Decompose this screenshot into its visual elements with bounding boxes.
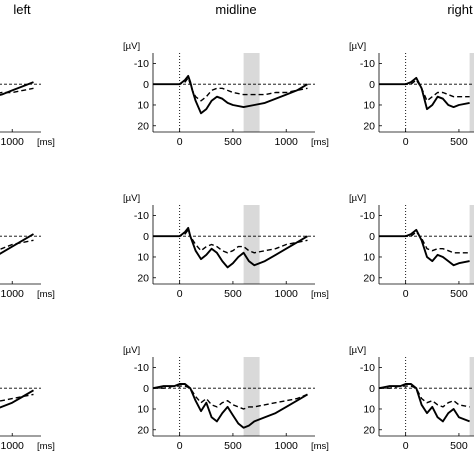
x-tick-label: 0 <box>403 288 409 300</box>
erp-trace-dashed <box>0 87 34 94</box>
y-tick-label: 10 <box>137 404 149 416</box>
y-tick-label: 10 <box>363 404 375 416</box>
x-tick-label: 500 <box>450 136 468 148</box>
x-tick-label: 1000 <box>1 136 25 148</box>
x-tick-label: 0 <box>177 288 183 300</box>
erp-trace-dashed <box>379 231 470 254</box>
y-tick-label: 20 <box>363 272 375 284</box>
x-tick-label: 1000 <box>275 136 299 148</box>
column-title-midline: midline <box>215 2 256 17</box>
erp-panel-r1-c1: -10 0 10 20 0 500 1000 [µV] [ms] <box>123 193 329 300</box>
time-window-shade <box>469 205 474 284</box>
erp-trace-solid <box>379 76 470 111</box>
x-tick-label: 0 <box>403 136 409 148</box>
y-unit-label: [µV] <box>349 345 366 356</box>
y-tick-label: 0 <box>369 231 375 243</box>
time-window-shade <box>243 357 260 436</box>
y-tick-label: 10 <box>363 100 375 112</box>
time-window-shade <box>469 357 474 436</box>
y-unit-label: [µV] <box>123 345 140 356</box>
time-window-shade <box>243 53 260 132</box>
x-unit-label: [ms] <box>37 441 55 452</box>
y-unit-label: [µV] <box>123 41 140 52</box>
erp-trace-solid <box>153 74 308 115</box>
y-tick-label: -10 <box>360 210 375 222</box>
y-tick-label: 0 <box>143 383 149 395</box>
x-tick-label: 0 <box>403 440 409 452</box>
y-unit-label: [µV] <box>349 193 366 204</box>
x-tick-label: 500 <box>224 440 242 452</box>
erp-trace-dashed <box>379 79 470 102</box>
erp-trace-solid <box>153 226 308 269</box>
erp-trace-solid <box>378 383 470 423</box>
y-tick-label: 0 <box>143 231 149 243</box>
x-tick-label: 500 <box>224 136 242 148</box>
column-title-left: left <box>13 2 31 17</box>
time-window-shade <box>243 205 260 284</box>
erp-trace-dashed <box>153 229 308 254</box>
column-title-right: right <box>447 2 473 17</box>
y-tick-label: -10 <box>360 58 375 70</box>
y-tick-label: -10 <box>134 210 149 222</box>
y-tick-label: 10 <box>137 100 149 112</box>
erp-panel-r2-c1: -10 0 10 20 0 500 1000 [µV] [ms] <box>123 345 329 452</box>
y-tick-label: 20 <box>363 120 375 132</box>
y-tick-label: 10 <box>363 252 375 264</box>
erp-trace-dashed <box>0 239 34 251</box>
x-tick-label: 500 <box>450 440 468 452</box>
y-unit-label: [µV] <box>349 41 366 52</box>
erp-trace-dashed <box>0 393 34 402</box>
erp-trace-dashed <box>379 385 470 408</box>
y-tick-label: 0 <box>143 79 149 91</box>
erp-trace-solid <box>0 233 34 255</box>
erp-trace-solid <box>0 389 34 409</box>
x-unit-label: [ms] <box>37 137 55 148</box>
erp-trace-dashed <box>153 77 308 102</box>
x-tick-label: 1000 <box>1 440 25 452</box>
y-tick-label: 20 <box>363 424 375 436</box>
x-unit-label: [ms] <box>37 289 55 300</box>
x-unit-label: [ms] <box>311 289 329 300</box>
x-unit-label: [ms] <box>311 137 329 148</box>
x-tick-label: 0 <box>177 440 183 452</box>
y-tick-label: 0 <box>369 79 375 91</box>
y-tick-label: -10 <box>360 362 375 374</box>
erp-trace-dashed <box>153 385 308 410</box>
erp-trace-solid <box>152 383 308 429</box>
x-tick-label: 1000 <box>275 288 299 300</box>
y-tick-label: 0 <box>369 383 375 395</box>
x-tick-label: 1000 <box>1 288 25 300</box>
y-tick-label: -10 <box>134 58 149 70</box>
x-unit-label: [ms] <box>311 441 329 452</box>
x-tick-label: 1000 <box>275 440 299 452</box>
erp-panel-r0-c1: -10 0 10 20 0 500 1000 [µV] [ms] <box>123 41 329 148</box>
erp-trace-solid <box>379 228 470 267</box>
y-tick-label: 20 <box>137 120 149 132</box>
panel-grid: -100102005001000[µV][ms]-100102005001000… <box>0 41 474 452</box>
y-tick-label: 20 <box>137 272 149 284</box>
y-tick-label: 20 <box>137 424 149 436</box>
erp-trace-solid <box>0 81 34 96</box>
y-unit-label: [µV] <box>123 193 140 204</box>
x-tick-label: 0 <box>177 136 183 148</box>
time-window-shade <box>469 53 474 132</box>
y-tick-label: -10 <box>134 362 149 374</box>
x-tick-label: 500 <box>224 288 242 300</box>
x-tick-label: 500 <box>450 288 468 300</box>
y-tick-label: 10 <box>137 252 149 264</box>
